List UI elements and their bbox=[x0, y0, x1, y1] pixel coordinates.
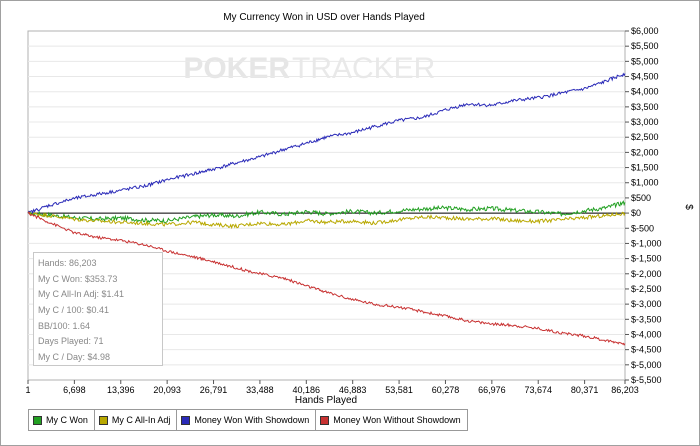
legend-swatch-my-c-won bbox=[33, 415, 42, 425]
x-tick-label: 13,396 bbox=[107, 385, 135, 395]
x-tick-label: 26,791 bbox=[200, 385, 228, 395]
y-tick-label: $-5,500 bbox=[631, 375, 662, 385]
y-tick-label: $-2,500 bbox=[631, 284, 662, 294]
x-tick-label: 6,698 bbox=[63, 385, 86, 395]
x-tick-label: 40,186 bbox=[293, 385, 321, 395]
legend-swatch-all-in-adj bbox=[98, 415, 108, 425]
y-tick-label: $-3,500 bbox=[631, 314, 662, 324]
x-tick-label: 86,203 bbox=[611, 385, 639, 395]
x-tick-label: 1 bbox=[25, 385, 30, 395]
y-tick-label: $1,500 bbox=[631, 163, 659, 173]
x-tick-label: 53,581 bbox=[385, 385, 413, 395]
x-axis-label: Hands Played bbox=[295, 395, 357, 406]
y-tick-label: $4,500 bbox=[631, 72, 659, 82]
stat-hands: Hands: 86,203 bbox=[38, 258, 97, 268]
y-tick-label: $-4,500 bbox=[631, 345, 662, 355]
stats-box: Hands: 86,203 My C Won: $353.73 My C All… bbox=[33, 252, 163, 366]
series-line-2 bbox=[27, 210, 626, 230]
legend-item-all-in-adj[interactable]: My C All-In Adj bbox=[95, 410, 178, 430]
plot-frame bbox=[27, 30, 626, 381]
x-axis: 1 6,698 13,396 20,093 26,791 33,488 40,186 46,8… bbox=[25, 380, 639, 395]
y-tick-label: $5,500 bbox=[631, 41, 659, 51]
y-tick-label: $0 bbox=[631, 208, 641, 218]
y-tick-label: $-3,000 bbox=[631, 299, 662, 309]
legend-label: My C All-In Adj bbox=[111, 415, 171, 425]
y-tick-label: $-2,000 bbox=[631, 269, 662, 279]
y-tick-label: $3,000 bbox=[631, 117, 659, 127]
stat-allin: My C All-In Adj: $1.41 bbox=[38, 289, 125, 300]
x-tick-label: 73,674 bbox=[524, 385, 552, 395]
x-tick-label: 20,093 bbox=[153, 385, 181, 395]
watermark: POKER TRACKER bbox=[183, 52, 435, 85]
series-line-1 bbox=[27, 200, 626, 224]
y-tick-label: $-4,000 bbox=[631, 329, 662, 339]
y-tick-label: $-500 bbox=[631, 223, 654, 233]
y-tick-label: $3,500 bbox=[631, 102, 659, 112]
x-tick-label: 60,278 bbox=[432, 385, 460, 395]
legend-item-without-showdown[interactable]: Money Won Without Showdown bbox=[316, 410, 466, 430]
watermark-right: TRACKER bbox=[292, 52, 435, 85]
x-tick-label: 46,883 bbox=[339, 385, 367, 395]
y-axis: $6,000 $5,500 $5,000 $4,500 $4,000 $3,500 $3,0… bbox=[625, 26, 662, 385]
stat-bb100: BB/100: 1.64 bbox=[38, 320, 91, 331]
y-tick-label: $-1,000 bbox=[631, 238, 662, 248]
series-group bbox=[27, 72, 626, 346]
y-axis-label: $ bbox=[683, 204, 694, 210]
stat-days: Days Played: 71 bbox=[38, 336, 104, 347]
stat-per100: My C / 100: $0.41 bbox=[38, 305, 110, 316]
stat-perday: My C / Day: $4.98 bbox=[38, 352, 111, 363]
y-tick-label: $1,000 bbox=[631, 178, 659, 188]
legend-item-my-c-won[interactable]: My C Won bbox=[29, 410, 95, 430]
series-line-4 bbox=[27, 211, 626, 346]
y-tick-label: $2,500 bbox=[631, 132, 659, 142]
x-tick-label: 33,488 bbox=[246, 385, 274, 395]
y-tick-label: $-5,000 bbox=[631, 360, 662, 370]
chart-title: My Currency Won in USD over Hands Played bbox=[223, 12, 425, 23]
series-line-3 bbox=[27, 72, 626, 215]
y-tick-label: $500 bbox=[631, 193, 651, 203]
y-tick-label: $-1,500 bbox=[631, 254, 662, 264]
y-tick-label: $4,000 bbox=[631, 87, 659, 97]
x-tick-label: 80,371 bbox=[571, 385, 599, 395]
y-tick-label: $2,000 bbox=[631, 147, 659, 157]
legend-label: Money Won With Showdown bbox=[194, 415, 310, 425]
legend-label: Money Won Without Showdown bbox=[333, 415, 461, 425]
stat-won: My C Won: $353.73 bbox=[38, 273, 118, 284]
y-tick-label: $6,000 bbox=[631, 26, 659, 36]
y-tick-label: $5,000 bbox=[631, 56, 659, 66]
legend-swatch-without-showdown bbox=[320, 415, 330, 425]
legend: My C Won My C All-In Adj Money Won With … bbox=[28, 409, 468, 431]
watermark-left: POKER bbox=[183, 52, 290, 85]
x-tick-label: 66,976 bbox=[478, 385, 506, 395]
legend-swatch-with-showdown bbox=[181, 415, 191, 425]
legend-item-with-showdown[interactable]: Money Won With Showdown bbox=[177, 410, 317, 430]
legend-label: My C Won bbox=[46, 415, 88, 425]
